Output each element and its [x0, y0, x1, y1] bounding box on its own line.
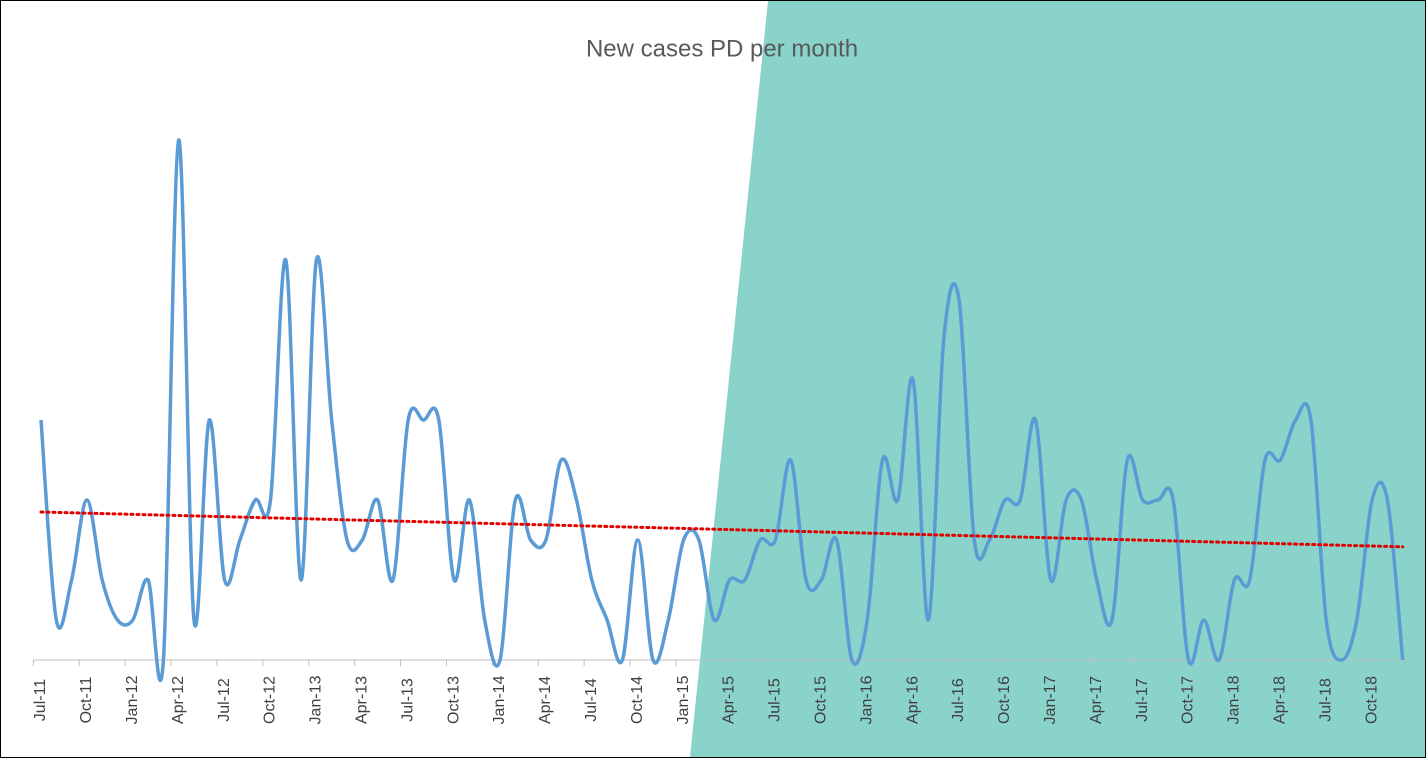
x-tick-label: Jan-18 — [1226, 675, 1243, 724]
x-tick-label: Jan-13 — [308, 675, 325, 724]
x-tick-label: Apr-18 — [1272, 676, 1289, 724]
x-tick-label: Oct-14 — [629, 676, 646, 724]
x-tick-label: Apr-14 — [537, 676, 554, 724]
x-tick-label: Apr-13 — [354, 676, 371, 724]
x-tick-label: Jan-17 — [1042, 675, 1059, 724]
x-tick-label: Jul-17 — [1134, 678, 1151, 722]
x-tick-label: Oct-18 — [1363, 676, 1380, 724]
x-tick-label: Jan-16 — [858, 675, 875, 724]
x-tick-label: Jan-15 — [675, 675, 692, 724]
x-tick-label: Jan-12 — [124, 675, 141, 724]
x-tick-label: Jul-11 — [32, 679, 49, 721]
background-shape — [690, 1, 1425, 757]
chart-title: New cases PD per month — [586, 35, 858, 62]
x-tick-label: Jul-14 — [583, 678, 600, 722]
x-tick-label: Apr-16 — [904, 676, 921, 724]
x-tick-label: Oct-13 — [445, 676, 462, 724]
x-tick-label: Oct-16 — [996, 676, 1013, 724]
x-tick-label: Jul-15 — [767, 678, 784, 722]
x-tick-label: Jul-13 — [399, 678, 416, 722]
x-tick-label: Jul-18 — [1317, 678, 1334, 722]
trendline — [39, 510, 1405, 549]
x-tick-label: Apr-17 — [1088, 676, 1105, 724]
x-tick-label: Oct-15 — [813, 676, 830, 724]
x-tick-label: Jan-14 — [491, 675, 508, 724]
x-tick-label: Apr-15 — [721, 676, 738, 724]
x-tick-label: Oct-11 — [78, 676, 95, 723]
x-tick-label: Apr-12 — [170, 676, 187, 724]
x-tick-label: Jul-12 — [216, 678, 233, 722]
data-line — [39, 138, 1405, 683]
x-tick-label: Oct-17 — [1180, 676, 1197, 724]
x-tick-label: Oct-12 — [262, 676, 279, 724]
x-tick-label: Jul-16 — [950, 678, 967, 722]
